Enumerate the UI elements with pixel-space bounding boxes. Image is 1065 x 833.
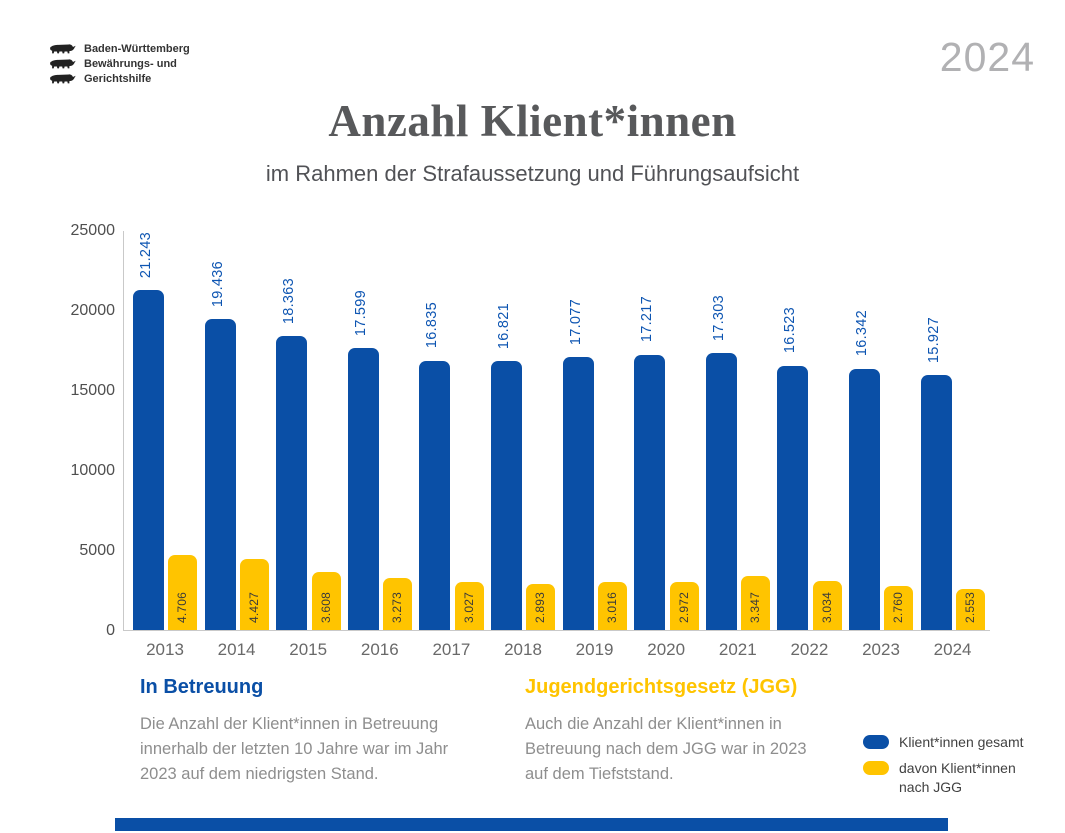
bar-total	[920, 375, 952, 630]
bar-jgg	[669, 582, 699, 630]
bw-lion-icon	[50, 74, 76, 84]
x-tick-label: 2021	[718, 640, 757, 659]
logo-baden-wuerttemberg: Baden-Württemberg Bewährungs- und Gerich…	[48, 42, 190, 86]
y-tick-label: 25000	[70, 222, 116, 239]
bar-total	[777, 365, 809, 630]
bar-jgg-value-label: 3.608	[318, 591, 333, 623]
logo-line: Gerichtshilfe	[84, 72, 152, 85]
bar-jgg-value-label: 2.893	[533, 591, 548, 623]
x-tick-label: 2014	[217, 640, 256, 659]
bw-lion-icon	[50, 44, 76, 54]
bar-jgg	[168, 554, 198, 630]
x-tick-label: 2013	[146, 640, 184, 659]
bar-total-value-label: 17.303	[710, 295, 727, 342]
bar-jgg-value-label: 3.027	[461, 591, 476, 623]
bar-jgg	[240, 559, 269, 630]
bar-jgg	[884, 585, 914, 630]
bar-total	[133, 290, 164, 630]
y-tick-label: 15000	[70, 382, 116, 399]
bar-jgg	[812, 581, 842, 630]
logo-line: Baden-Württemberg	[84, 42, 190, 55]
y-tick-label: 10000	[70, 462, 116, 479]
page-subtitle: im Rahmen der Strafaussetzung und Führun…	[265, 161, 800, 186]
logo-row: Bewährungs- und	[48, 57, 190, 71]
x-tick-label: 2024	[933, 640, 972, 659]
bar-jgg	[956, 589, 985, 630]
bar-chart-plot-area: 21.243 4.706 2013 19.436 4.427 2014 18.363 3.60…	[123, 231, 990, 659]
bw-lion-icon	[50, 59, 76, 69]
bar-jgg-value-label: 2.760	[891, 591, 906, 623]
logo-row: Gerichtshilfe	[48, 72, 190, 86]
bar-total	[634, 354, 666, 630]
note-jgg: Jugendgerichtsgesetz (JGG) Auch die Anza…	[525, 676, 845, 787]
bar-total	[705, 353, 737, 630]
note-text: Die Anzahl der Klient*innen in Betreuung…	[140, 715, 449, 783]
legend-swatch-yellow	[863, 761, 889, 775]
legend-label: Klient*innen gesamt	[899, 734, 1024, 750]
chart-legend: Klient*innen gesamt davon Klient*innen n…	[863, 733, 1024, 797]
bar-total	[491, 360, 522, 630]
report-year-badge: 2024	[939, 34, 1035, 80]
bar-jgg-value-label: 2.972	[676, 591, 691, 623]
bar-jgg	[383, 577, 413, 630]
bar-total	[204, 319, 236, 630]
note-heading: Jugendgerichtsgesetz (JGG)	[525, 676, 798, 698]
bar-total-value-label: 21.243	[138, 231, 154, 279]
note-text: Auch die Anzahl der Klient*innen in Betr…	[525, 715, 807, 783]
bar-total	[849, 368, 880, 630]
x-tick-label: 2016	[360, 640, 399, 659]
x-tick-label: 2020	[647, 640, 686, 659]
legend-label: davon Klient*innen nach JGG	[899, 760, 1016, 795]
x-tick-label: 2017	[432, 640, 471, 659]
bar-jgg-value-label: 3.273	[390, 591, 405, 623]
bar-jgg	[454, 581, 484, 630]
bar-total-value-label: 16.523	[782, 307, 799, 354]
bar-total	[347, 348, 379, 630]
bar-jgg-value-label: 3.016	[605, 591, 619, 623]
bar-total	[562, 356, 594, 630]
bar-jgg-value-label: 3.034	[819, 591, 834, 623]
bar-total-value-label: 16.342	[854, 310, 870, 357]
bar-jgg-value-label: 4.706	[175, 591, 190, 623]
y-axis: 0 5000 10000 15000 20000 25000	[28, 222, 116, 639]
logo-line: Bewährungs- und	[84, 57, 177, 70]
bar-total	[419, 360, 451, 630]
x-tick-label: 2019	[575, 640, 614, 659]
x-tick-label: 2015	[289, 640, 328, 659]
bar-total-value-label: 15.927	[925, 317, 942, 364]
y-tick-label: 5000	[79, 542, 115, 559]
y-tick-label: 20000	[70, 302, 116, 319]
bar-total-value-label: 17.599	[352, 290, 369, 337]
bar-total-value-label: 17.077	[567, 298, 584, 345]
bar-jgg-value-label: 2.553	[963, 591, 977, 623]
bar-total-value-label: 16.821	[496, 302, 512, 349]
x-tick-label: 2022	[790, 640, 829, 659]
y-tick-label: 0	[106, 622, 115, 639]
note-heading: In Betreuung	[140, 676, 264, 698]
x-tick-label: 2018	[504, 640, 542, 659]
bar-jgg-value-label: 3.347	[748, 591, 763, 623]
bar-jgg	[526, 583, 556, 630]
bar-total-value-label: 16.835	[424, 302, 441, 349]
bar-jgg	[741, 576, 771, 630]
bar-total-value-label: 18.363	[281, 278, 298, 325]
bar-total-value-label: 19.436	[209, 260, 226, 308]
bar-total-value-label: 17.217	[639, 296, 656, 343]
bar-jgg	[598, 581, 627, 630]
footer-accent-bar	[115, 818, 948, 831]
x-tick-label: 2023	[862, 640, 900, 659]
bar-jgg-value-label: 4.427	[247, 591, 261, 623]
page-title: Anzahl Klient*innen	[328, 96, 737, 146]
bar-jgg	[311, 572, 341, 630]
note-in-betreuung: In Betreuung Die Anzahl der Klient*innen…	[140, 676, 480, 787]
logo-row: Baden-Württemberg	[48, 42, 190, 56]
legend-item-jgg: davon Klient*innen nach JGG	[863, 759, 1024, 797]
legend-item-gesamt: Klient*innen gesamt	[863, 733, 1024, 752]
bar-total	[276, 336, 308, 630]
legend-swatch-blue	[863, 735, 889, 749]
